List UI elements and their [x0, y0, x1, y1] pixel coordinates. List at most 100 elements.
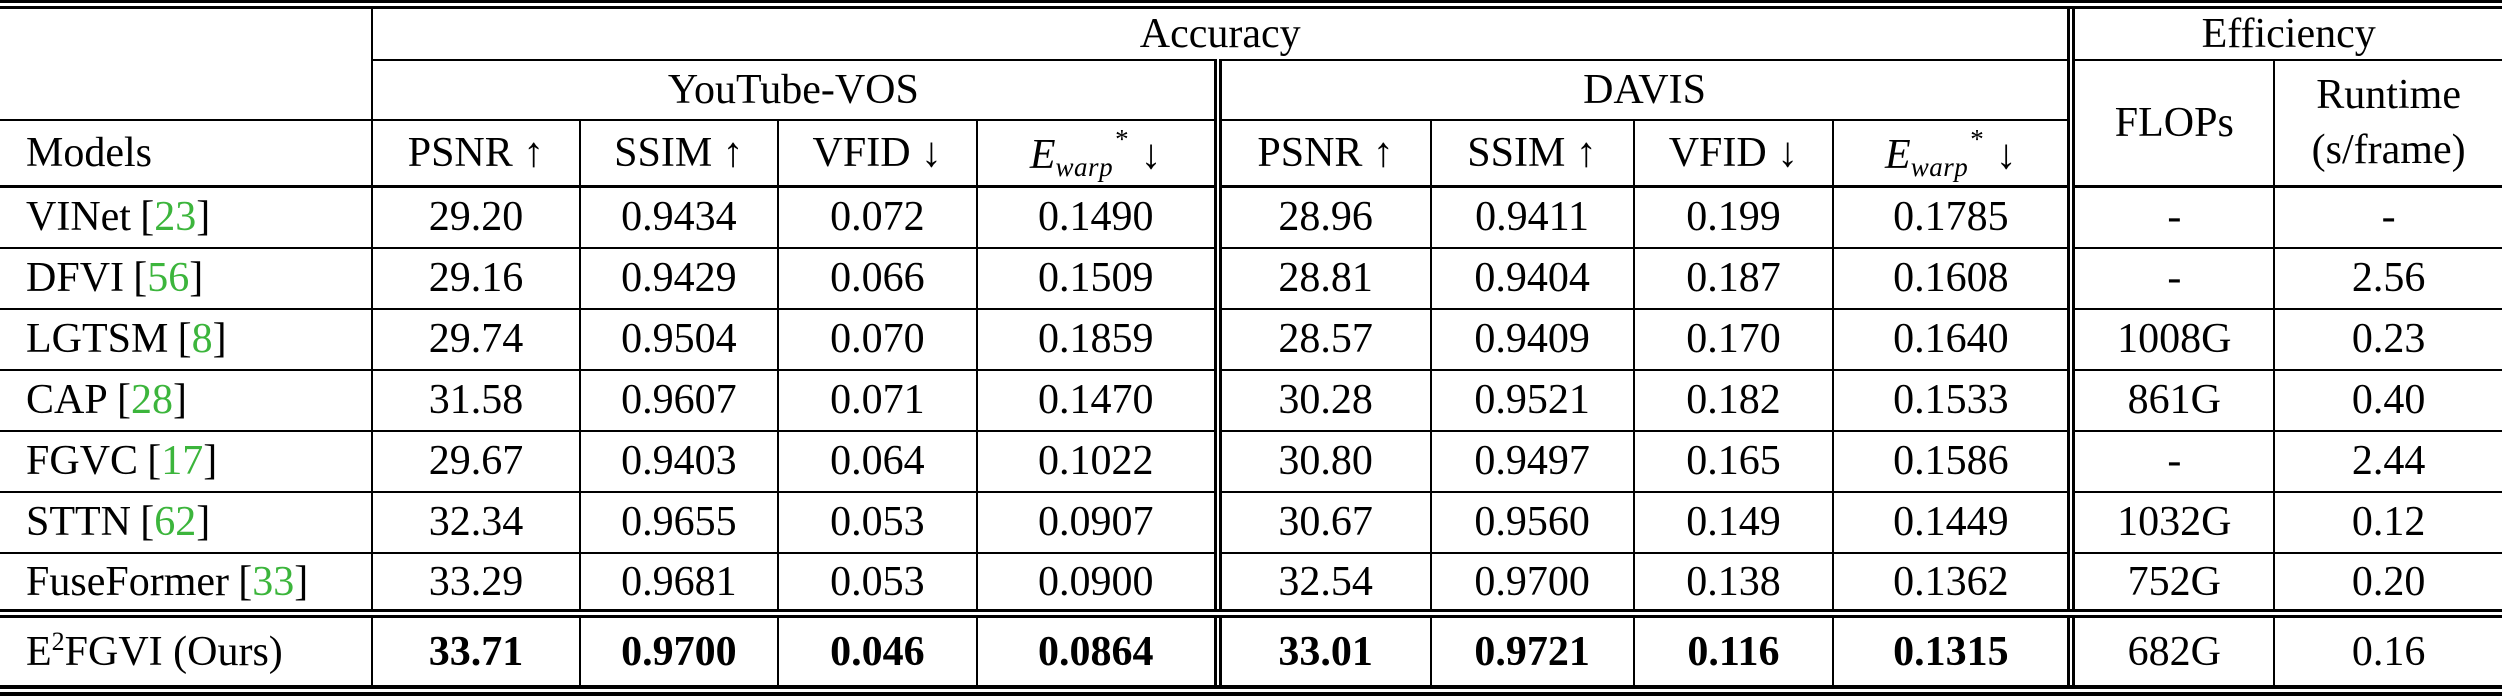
- header-davis: DAVIS: [1213, 59, 2072, 121]
- value-vfid-davis: 0.182: [1632, 368, 1834, 431]
- table-row-cap: CAP [28] 31.58 0.9607 0.071 0.1470 30.28 …: [0, 368, 2502, 431]
- value-ewarp-davis: 0.1315: [1832, 609, 2072, 691]
- model-cell: LGTSM [8]: [0, 307, 373, 370]
- header-psnr-ytvos: PSNR ↑: [371, 119, 580, 187]
- value-psnr-ytvos: 33.29: [371, 551, 580, 614]
- value-flops: 1032G: [2067, 490, 2275, 553]
- citation: [17]: [147, 438, 218, 485]
- value-ewarp-davis: 0.1449: [1832, 490, 2072, 553]
- value-vfid-ytvos: 0.072: [776, 185, 977, 248]
- header-models: Models: [0, 119, 373, 187]
- value-ewarp-ytvos: 0.0900: [975, 551, 1218, 614]
- value-ewarp-davis: 0.1608: [1832, 246, 2072, 309]
- model-name: FGVC: [26, 438, 139, 485]
- model-cell: DFVI [56]: [0, 246, 373, 309]
- value-psnr-davis: 28.81: [1213, 246, 1431, 309]
- value-ssim-davis: 0.9497: [1429, 429, 1634, 492]
- value-ewarp-ytvos: 0.0864: [975, 609, 1218, 691]
- header-ewarp-davis: Ewarp* ↓: [1832, 119, 2072, 187]
- model-cell: E2FGVI (Ours): [0, 609, 373, 691]
- value-ssim-davis: 0.9411: [1429, 185, 1634, 248]
- value-ssim-davis: 0.9560: [1429, 490, 1634, 553]
- header-row-groups: Accuracy Efficiency: [0, 4, 2502, 61]
- value-vfid-ytvos: 0.053: [776, 490, 977, 553]
- header-row-datasets: YouTube-VOS DAVIS FLOPs Runtime (s/frame…: [0, 59, 2502, 187]
- header-ssim-ytvos: SSIM ↑: [578, 119, 778, 187]
- value-ssim-davis: 0.9700: [1429, 551, 1634, 614]
- value-ewarp-davis: 0.1640: [1832, 307, 2072, 370]
- value-vfid-davis: 0.199: [1632, 185, 1834, 248]
- value-runtime: 0.20: [2273, 551, 2502, 614]
- value-flops: 861G: [2067, 368, 2275, 431]
- model-name: VINet: [26, 194, 131, 241]
- value-psnr-davis: 28.96: [1213, 185, 1431, 248]
- model-name-superscript: 2: [51, 627, 65, 657]
- value-ewarp-ytvos: 0.1470: [975, 368, 1218, 431]
- value-ewarp-davis: 0.1533: [1832, 368, 2072, 431]
- value-vfid-davis: 0.187: [1632, 246, 1834, 309]
- value-ewarp-ytvos: 0.1022: [975, 429, 1218, 492]
- model-name: FuseFormer: [26, 558, 229, 605]
- value-runtime: 0.12: [2273, 490, 2502, 553]
- model-name: E2FGVI (Ours): [26, 627, 283, 676]
- header-youtube-vos: YouTube-VOS: [371, 59, 1218, 121]
- citation-number: 8: [191, 316, 213, 363]
- value-ewarp-davis: 0.1362: [1832, 551, 2072, 614]
- ewarp-label: Ewarp* ↓: [1029, 123, 1162, 182]
- value-ewarp-ytvos: 0.1859: [975, 307, 1218, 370]
- value-vfid-ytvos: 0.066: [776, 246, 977, 309]
- value-runtime: 2.56: [2273, 246, 2502, 309]
- model-cell: FuseFormer [33]: [0, 551, 373, 614]
- value-vfid-ytvos: 0.064: [776, 429, 977, 492]
- table-row-e2fgvi-ours: E2FGVI (Ours) 33.71 0.9700 0.046 0.0864 …: [0, 609, 2502, 691]
- value-vfid-davis: 0.116: [1632, 609, 1834, 691]
- value-psnr-ytvos: 29.20: [371, 185, 580, 248]
- value-flops: -: [2067, 429, 2275, 492]
- table-row-sttn: STTN [62] 32.34 0.9655 0.053 0.0907 30.67…: [0, 490, 2502, 553]
- value-psnr-ytvos: 29.74: [371, 307, 580, 370]
- value-vfid-ytvos: 0.071: [776, 368, 977, 431]
- value-ewarp-ytvos: 0.1509: [975, 246, 1218, 309]
- value-psnr-davis: 33.01: [1213, 609, 1431, 691]
- table-row-lgtsm: LGTSM [8] 29.74 0.9504 0.070 0.1859 28.57…: [0, 307, 2502, 370]
- header-psnr-davis: PSNR ↑: [1213, 119, 1431, 187]
- corner-empty-cell: [0, 5, 372, 121]
- model-name: DFVI: [26, 255, 125, 302]
- value-vfid-ytvos: 0.070: [776, 307, 977, 370]
- table-row-vinet: VINet [23] 29.20 0.9434 0.072 0.1490 28.9…: [0, 185, 2502, 248]
- citation-number: 17: [161, 438, 204, 485]
- header-runtime-line2: (s/frame): [2311, 127, 2466, 174]
- value-vfid-davis: 0.138: [1632, 551, 1834, 614]
- model-cell: VINet [23]: [0, 185, 373, 248]
- value-flops: 1008G: [2067, 307, 2275, 370]
- value-vfid-ytvos: 0.046: [776, 609, 977, 691]
- model-cell: FGVC [17]: [0, 429, 373, 492]
- table-row-fuseformer: FuseFormer [33] 33.29 0.9681 0.053 0.0900…: [0, 551, 2502, 614]
- value-psnr-ytvos: 29.67: [371, 429, 580, 492]
- value-psnr-ytvos: 31.58: [371, 368, 580, 431]
- value-vfid-davis: 0.149: [1632, 490, 1834, 553]
- value-psnr-davis: 32.54: [1213, 551, 1431, 614]
- value-ssim-ytvos: 0.9429: [578, 246, 778, 309]
- header-efficiency: Efficiency: [2067, 4, 2502, 61]
- value-psnr-davis: 30.67: [1213, 490, 1431, 553]
- citation-number: 28: [130, 377, 173, 424]
- table-row-dfvi: DFVI [56] 29.16 0.9429 0.066 0.1509 28.81…: [0, 246, 2502, 309]
- header-runtime-line1: Runtime: [2316, 71, 2461, 118]
- value-ssim-davis: 0.9521: [1429, 368, 1634, 431]
- value-runtime: 2.44: [2273, 429, 2502, 492]
- value-ssim-ytvos: 0.9434: [578, 185, 778, 248]
- header-accuracy: Accuracy: [371, 4, 2072, 61]
- header-flops: FLOPs: [2067, 59, 2275, 187]
- value-flops: 682G: [2067, 609, 2275, 691]
- header-ewarp-ytvos: Ewarp* ↓: [975, 119, 1218, 187]
- table-row-fgvc: FGVC [17] 29.67 0.9403 0.064 0.1022 30.80…: [0, 429, 2502, 492]
- header-vfid-ytvos: VFID ↓: [776, 119, 977, 187]
- citation: [23]: [140, 194, 211, 241]
- value-vfid-ytvos: 0.053: [776, 551, 977, 614]
- value-runtime: 0.16: [2273, 609, 2502, 691]
- value-ssim-ytvos: 0.9403: [578, 429, 778, 492]
- value-ssim-ytvos: 0.9607: [578, 368, 778, 431]
- value-ssim-davis: 0.9721: [1429, 609, 1634, 691]
